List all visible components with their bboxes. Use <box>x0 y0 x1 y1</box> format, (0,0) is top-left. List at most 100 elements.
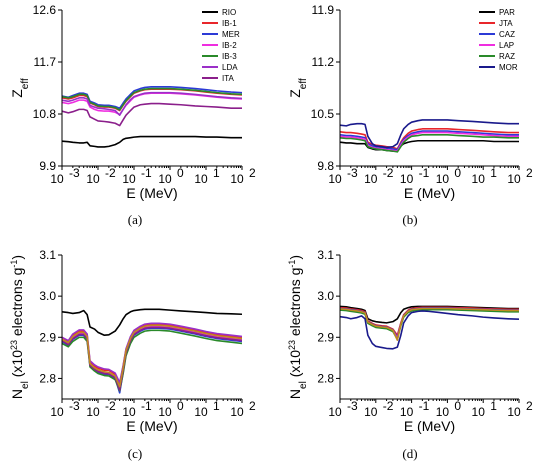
x-tick-exponent: 1 <box>213 399 220 413</box>
legend-label: ITA <box>222 74 235 83</box>
x-tick-exponent: 0 <box>454 399 461 413</box>
x-tick-exponent: 2 <box>526 166 533 180</box>
y-axis-title: Zeff <box>287 78 309 98</box>
x-tick-label: 10 <box>472 172 486 186</box>
x-tick-label: 10 <box>158 172 172 186</box>
y-tick-label: 2.8 <box>317 371 334 385</box>
legend-label: LAP <box>499 41 514 50</box>
y-tick-label: 2.9 <box>39 330 56 344</box>
chart-panel: 10 -3 10 -2 10 -1 10 0 10 1 10 2 9.9 10.8 11.7 12.6 E (M… <box>9 3 256 227</box>
x-axis-title: E (MeV) <box>404 418 455 434</box>
x-tick-label: 10 <box>158 405 172 419</box>
x-tick-exponent: -3 <box>69 399 80 413</box>
y-tick-label: 12.6 <box>33 3 57 17</box>
y-tick-label: 3.0 <box>39 289 56 303</box>
x-tick-exponent: 1 <box>213 166 220 180</box>
y-tick-label: 11.7 <box>34 55 57 69</box>
legend-label: RIO <box>222 8 236 17</box>
x-tick-label: 10 <box>122 405 136 419</box>
y-tick-label: 11.9 <box>312 3 335 17</box>
x-tick-exponent: 1 <box>490 166 497 180</box>
x-tick-label: 10 <box>230 172 244 186</box>
series-lines <box>340 119 519 153</box>
x-tick-exponent: -2 <box>383 399 394 413</box>
x-tick-exponent: -2 <box>383 166 394 180</box>
series-line <box>340 305 519 324</box>
x-tick-exponent: -2 <box>105 166 116 180</box>
legend: PAR JTA CAZ LAP RAZ MOR <box>479 8 518 72</box>
x-tick-exponent: 2 <box>249 166 256 180</box>
x-tick-label: 10 <box>50 172 64 186</box>
y-tick-label: 3.1 <box>317 248 334 262</box>
x-tick-exponent: 0 <box>177 166 184 180</box>
y-tick-label: 3.0 <box>317 289 334 303</box>
y-tick-label: 3.1 <box>39 248 56 262</box>
x-tick-exponent: -1 <box>141 399 152 413</box>
legend-label: IB-1 <box>222 19 237 28</box>
x-axis-title: E (MeV) <box>126 418 177 434</box>
x-axis-title: E (MeV) <box>126 185 177 201</box>
series-lines <box>62 308 242 394</box>
legend-label: RAZ <box>499 52 515 61</box>
x-tick-label: 10 <box>328 172 342 186</box>
y-tick-label: 10.8 <box>33 107 57 121</box>
x-tick-label: 10 <box>194 172 208 186</box>
x-tick-label: 10 <box>50 405 64 419</box>
chart-panel: 10 -3 10 -2 10 -1 10 0 10 1 10 2 2.8 2.9 3.0 3.1 E (MeV)… <box>287 248 533 461</box>
legend-label: MOR <box>499 63 518 72</box>
y-tick-label: 2.8 <box>39 371 56 385</box>
y-axis-title: Nel (x1023 electrons g-1) <box>9 255 31 399</box>
series-line <box>340 307 519 341</box>
series-line <box>62 86 242 110</box>
panel-caption: (d) <box>402 446 417 461</box>
x-tick-label: 10 <box>328 405 342 419</box>
y-tick-label: 10.5 <box>311 107 335 121</box>
legend-label: JTA <box>499 19 513 28</box>
x-tick-label: 10 <box>86 405 100 419</box>
x-tick-label: 10 <box>400 172 414 186</box>
legend-label: MER <box>222 30 240 39</box>
x-axis-title: E (MeV) <box>404 185 455 201</box>
panel-caption: (a) <box>128 212 142 227</box>
x-tick-label: 10 <box>507 172 521 186</box>
series-line <box>340 134 519 153</box>
x-tick-label: 10 <box>472 405 486 419</box>
series-line <box>62 87 242 111</box>
x-tick-label: 10 <box>122 172 136 186</box>
series-line <box>62 324 242 388</box>
x-tick-exponent: -3 <box>347 166 358 180</box>
x-tick-label: 10 <box>436 405 450 419</box>
legend-label: IB-2 <box>222 41 237 50</box>
legend-label: PAR <box>499 8 515 17</box>
y-axis-title: Zeff <box>9 78 31 98</box>
x-tick-exponent: -3 <box>347 399 358 413</box>
y-tick-label: 2.9 <box>317 330 334 344</box>
legend-label: IB-3 <box>222 52 237 61</box>
y-axis-title: Nel (x1023 electrons g-1) <box>287 255 309 399</box>
y-tick-label: 9.8 <box>317 159 334 173</box>
x-tick-exponent: -1 <box>141 166 152 180</box>
panel-caption: (b) <box>402 212 417 227</box>
x-tick-label: 10 <box>364 172 378 186</box>
x-tick-exponent: -1 <box>419 399 430 413</box>
x-tick-exponent: -3 <box>69 166 80 180</box>
series-line <box>62 102 242 127</box>
y-tick-label: 11.2 <box>312 55 335 69</box>
chart-panel: 10 -3 10 -2 10 -1 10 0 10 1 10 2 9.8 10.5 11.2 11.9 E (M… <box>287 3 533 227</box>
chart-panel: 10 -3 10 -2 10 -1 10 0 10 1 10 2 2.8 2.9 3.0 3.1 E (MeV)… <box>9 248 256 461</box>
series-lines <box>340 305 519 350</box>
x-tick-exponent: 0 <box>454 166 461 180</box>
x-tick-label: 10 <box>507 405 521 419</box>
panel-caption: (c) <box>128 446 142 461</box>
x-tick-label: 10 <box>86 172 100 186</box>
x-tick-exponent: 1 <box>490 399 497 413</box>
legend: RIO IB-1 MER IB-2 IB-3 LDA ITA <box>202 8 240 83</box>
series-line <box>340 119 519 149</box>
x-tick-label: 10 <box>400 405 414 419</box>
legend-label: LDA <box>222 63 238 72</box>
x-tick-exponent: -2 <box>105 399 116 413</box>
x-tick-exponent: 2 <box>249 399 256 413</box>
series-line <box>62 91 242 116</box>
y-tick-label: 9.9 <box>39 159 56 173</box>
